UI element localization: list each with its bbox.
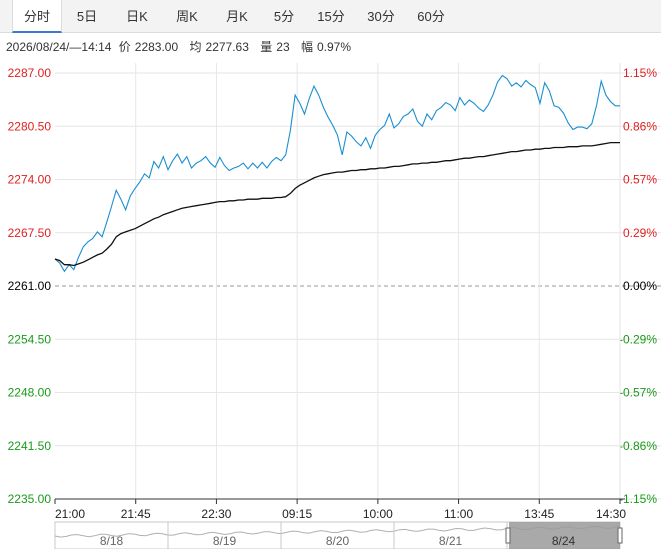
y-tick-left-2: 2274.00	[8, 173, 52, 187]
info-amp: 0.97%	[317, 40, 352, 54]
tab-6[interactable]: 15分	[317, 9, 345, 24]
navigator-date-0: 8/18	[100, 534, 124, 548]
navigator-date-4: 8/24	[552, 534, 576, 548]
tab-0[interactable]: 分时	[12, 0, 62, 33]
y-tick-right-8: -1.15%	[619, 492, 657, 506]
y-tick-right-7: -0.86%	[619, 439, 657, 453]
info-datetime: 2026/08/24/—14:14	[6, 40, 112, 54]
x-tick-label-3: 09:15	[282, 507, 312, 521]
y-tick-right-2: 0.57%	[623, 173, 657, 187]
x-tick-label-1: 21:45	[121, 507, 151, 521]
navigator-date-2: 8/20	[326, 534, 350, 548]
info-price: 2283.00	[134, 40, 179, 54]
info-vol: 23	[276, 40, 290, 54]
y-tick-left-6: 2248.00	[8, 386, 52, 400]
y-tick-left-5: 2254.50	[8, 332, 52, 346]
tab-4[interactable]: 月K	[226, 9, 248, 24]
y-tick-left-7: 2241.50	[8, 439, 52, 453]
x-tick-label-2: 22:30	[201, 507, 231, 521]
tab-7[interactable]: 30分	[367, 9, 395, 24]
info-bar: 2026/08/24/—14:14 价 2283.00 均 2277.63 量 23 …	[6, 38, 355, 55]
y-tick-right-6: -0.57%	[619, 386, 657, 400]
chart-tabs: 分时 5日 日K 周K 月K 5分 15分 30分 60分	[0, 0, 661, 33]
info-avg: 2277.63	[205, 40, 249, 54]
tab-8[interactable]: 60分	[417, 9, 445, 24]
x-tick-label-6: 13:45	[524, 507, 554, 521]
average-line	[54, 141, 620, 267]
x-tick-label-5: 11:00	[444, 507, 473, 521]
navigator-window	[509, 522, 620, 549]
x-tick-label-0: 21:00	[55, 507, 85, 521]
tab-5[interactable]: 5分	[273, 9, 295, 24]
navigator-handle-left	[505, 527, 511, 544]
info-vol-label: 量	[260, 40, 273, 54]
tab-2[interactable]: 日K	[126, 9, 148, 24]
y-tick-right-0: 1.15%	[623, 66, 657, 80]
tab-3[interactable]: 周K	[176, 9, 198, 24]
y-tick-right-4: 0.00%	[623, 279, 657, 293]
navigator-date-3: 8/21	[439, 534, 463, 548]
y-tick-left-0: 2287.00	[8, 66, 52, 80]
y-tick-left-4: 2261.00	[8, 279, 52, 293]
navigator-date-1: 8/19	[213, 534, 237, 548]
y-tick-left-1: 2280.50	[8, 119, 52, 133]
y-tick-left-3: 2267.50	[8, 226, 52, 240]
price-line	[54, 74, 620, 273]
navigator-handle-right	[617, 527, 623, 544]
y-tick-right-1: 0.86%	[623, 119, 657, 133]
tab-1[interactable]: 5日	[76, 9, 98, 24]
x-tick-label-4: 10:00	[363, 507, 393, 521]
x-tick-label-7: 14:30	[596, 507, 626, 521]
info-avg-label: 均	[189, 40, 202, 54]
y-tick-right-3: 0.29%	[623, 226, 657, 240]
y-tick-left-8: 2235.00	[8, 492, 52, 506]
info-price-label: 价	[118, 40, 131, 54]
y-tick-right-5: -0.29%	[619, 332, 657, 346]
info-amp-label: 幅	[300, 40, 313, 54]
